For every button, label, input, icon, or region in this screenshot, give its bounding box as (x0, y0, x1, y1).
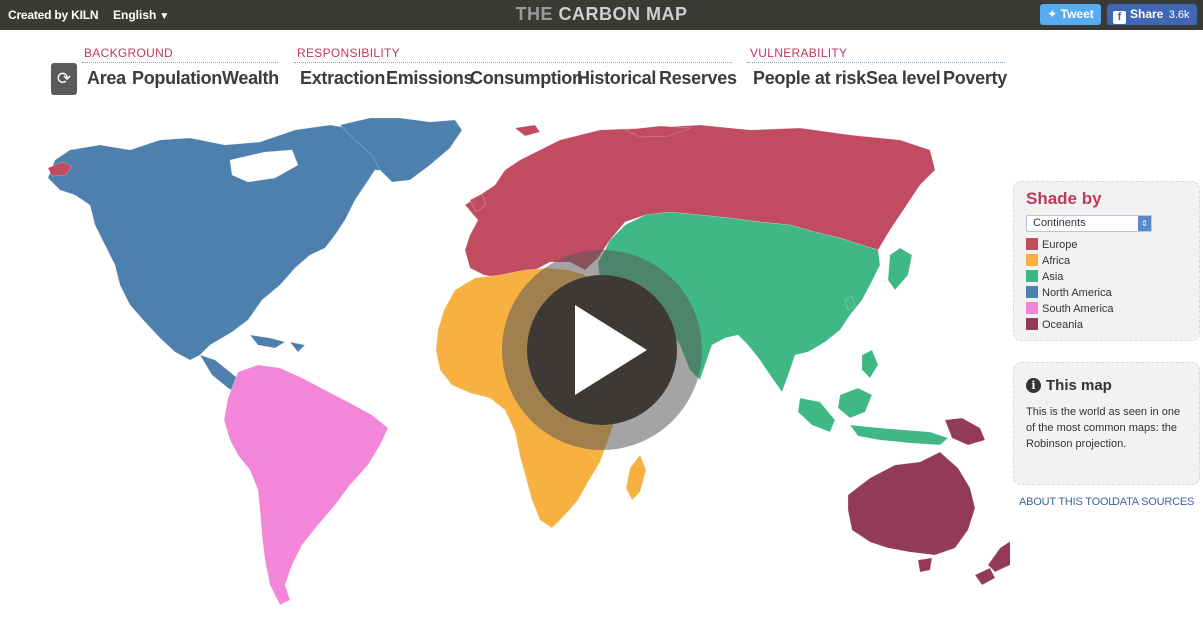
nav-poverty[interactable]: Poverty (943, 68, 1007, 88)
world-map[interactable] (0, 95, 1010, 630)
landmass-asia[interactable] (837, 387, 873, 419)
legend-swatch (1026, 238, 1038, 250)
nav-area[interactable]: Area (87, 68, 126, 88)
category-responsibility-divider (294, 62, 732, 63)
legend-label: Africa (1042, 255, 1071, 267)
info-description: This is the world as seen in one of the … (1026, 406, 1181, 450)
nav-consumption[interactable]: Consumption (470, 68, 583, 88)
category-background-divider (82, 62, 278, 63)
landmass-asia[interactable] (849, 424, 949, 446)
category-vulnerability-divider (747, 62, 1005, 63)
refresh-icon: ⟳ (56, 69, 72, 88)
legend: Europe Africa Asia North America South Ameri… (1026, 237, 1187, 333)
nav-people-at-risk[interactable]: People at risk (753, 68, 866, 88)
legend-item: Africa (1026, 253, 1187, 269)
legend-label: Europe (1042, 239, 1078, 251)
language-label: English (113, 8, 157, 22)
data-sources-link[interactable]: DATA SOURCES (1112, 496, 1195, 508)
category-background-label: BACKGROUND (84, 46, 174, 60)
legend-swatch (1026, 302, 1038, 314)
legend-item: South America (1026, 301, 1187, 317)
legend-item: Europe (1026, 237, 1187, 253)
landmass-north-america[interactable] (229, 149, 299, 183)
landmass-asia[interactable] (797, 397, 836, 433)
shade-by-select[interactable]: Continents ⇕ (1026, 215, 1152, 232)
tweet-label: Tweet (1060, 7, 1094, 21)
landmass-north-america[interactable] (289, 341, 306, 353)
facebook-icon: f (1113, 11, 1126, 24)
legend-item: Oceania (1026, 317, 1187, 333)
site-title-prefix: THE (515, 4, 553, 24)
landmass-oceania[interactable] (847, 451, 976, 556)
reset-map-button[interactable]: ⟳ (51, 63, 77, 95)
landmass-asia[interactable] (861, 349, 879, 379)
landmass-north-america[interactable] (249, 334, 286, 349)
info-icon: i (1026, 378, 1041, 393)
landmass-asia[interactable] (887, 247, 913, 291)
created-by-label: Created by (8, 8, 69, 22)
facebook-share-button[interactable]: f Share 3.6k (1107, 4, 1197, 25)
landmass-africa[interactable] (625, 454, 647, 501)
info-title: i This map (1026, 377, 1187, 394)
legend-label: Asia (1042, 271, 1064, 283)
legend-swatch (1026, 270, 1038, 282)
play-video-button[interactable] (502, 250, 702, 450)
nav-historical[interactable]: Historical (577, 68, 657, 88)
this-map-panel: i This map This is the world as seen in o… (1013, 362, 1200, 485)
legend-item: Asia (1026, 269, 1187, 285)
nav-sea-level[interactable]: Sea level (866, 68, 941, 88)
category-vulnerability-label: VULNERABILITY (750, 46, 848, 60)
legend-label: North America (1042, 287, 1112, 299)
legend-swatch (1026, 286, 1038, 298)
legend-label: Oceania (1042, 319, 1083, 331)
landmass-north-america[interactable] (47, 124, 411, 361)
continent-north-america[interactable] (47, 117, 463, 399)
continent-oceania[interactable] (847, 417, 1010, 586)
about-this-tool-link[interactable]: ABOUT THIS TOOL (1019, 496, 1115, 508)
top-bar: Created by KILN English ▼ THE CARBON MAP … (0, 0, 1203, 30)
share-label: Share (1130, 7, 1164, 21)
language-selector[interactable]: English ▼ (113, 8, 169, 22)
nav-emissions[interactable]: Emissions (386, 68, 474, 88)
legend-swatch (1026, 254, 1038, 266)
landmass-asia[interactable] (844, 295, 856, 311)
landmass-europe[interactable] (469, 193, 487, 213)
play-icon (575, 305, 647, 395)
legend-label: South America (1042, 303, 1114, 315)
landmass-oceania[interactable] (974, 567, 996, 586)
landmass-oceania[interactable] (917, 557, 933, 573)
landmass-south-america[interactable] (223, 364, 389, 606)
nav-wealth[interactable]: Wealth (222, 68, 279, 88)
shade-by-title: Shade by (1026, 189, 1102, 208)
kiln-logo[interactable]: KILN (71, 8, 99, 22)
share-count: 3.6k (1168, 9, 1190, 21)
twitter-bird-icon: ✦ (1047, 7, 1058, 21)
shade-by-panel: Shade by Continents ⇕ Europe Africa Asia No… (1013, 181, 1200, 341)
chevron-down-icon: ▼ (159, 11, 170, 22)
nav-extraction[interactable]: Extraction (300, 68, 386, 88)
info-title-text: This map (1046, 377, 1112, 394)
legend-item: North America (1026, 285, 1187, 301)
landmass-europe[interactable] (623, 125, 691, 138)
category-responsibility-label: RESPONSIBILITY (297, 46, 400, 60)
tweet-button[interactable]: ✦ Tweet (1040, 4, 1101, 25)
landmass-europe[interactable] (514, 124, 541, 137)
nav-population[interactable]: Population (132, 68, 222, 88)
legend-swatch (1026, 318, 1038, 330)
select-arrows-icon: ⇕ (1138, 216, 1151, 231)
shade-by-selected: Continents (1033, 217, 1086, 229)
landmass-oceania[interactable] (987, 538, 1010, 573)
landmass-north-america[interactable] (339, 117, 463, 183)
site-title-main: CARBON MAP (558, 4, 688, 24)
nav-reserves[interactable]: Reserves (659, 68, 737, 88)
continent-south-america[interactable] (223, 364, 389, 606)
landmass-oceania[interactable] (944, 417, 986, 446)
landmass-europe[interactable] (47, 161, 73, 177)
created-by[interactable]: Created by KILN (8, 8, 99, 22)
site-title: THE CARBON MAP (0, 4, 1203, 25)
